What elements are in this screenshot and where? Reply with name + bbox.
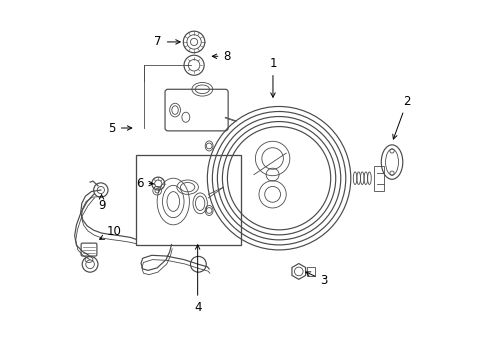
Text: 9: 9: [98, 195, 105, 212]
Text: 1: 1: [269, 57, 277, 97]
Text: 5: 5: [108, 122, 132, 135]
Text: 3: 3: [306, 272, 328, 287]
Bar: [136, 155, 242, 244]
Text: 4: 4: [194, 245, 201, 314]
Text: 7: 7: [154, 35, 180, 49]
Text: 6: 6: [136, 177, 153, 190]
Text: 8: 8: [212, 50, 231, 63]
Bar: [307, 267, 315, 276]
Bar: [374, 166, 385, 191]
Text: 2: 2: [393, 95, 411, 139]
Text: 10: 10: [99, 225, 122, 239]
